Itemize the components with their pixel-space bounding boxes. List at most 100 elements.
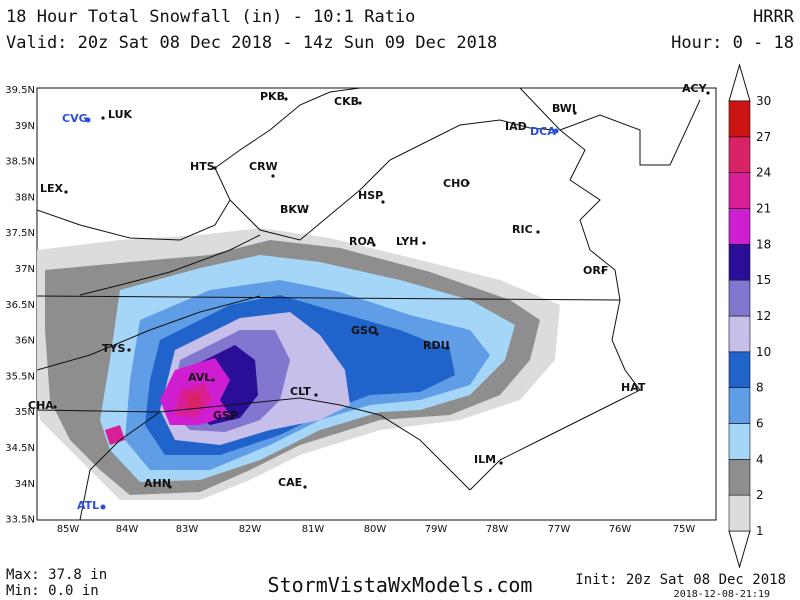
city-label: CKB [334,95,359,108]
forecast-hours: Hour: 0 - 18 [671,33,794,53]
lat-label: 36N [15,336,35,347]
cities: CVG LUK PKB CKB BWI ACY IAD DCA HTS CRW LEX CHO HSP B… [28,82,710,512]
city-marker [553,128,559,134]
colorbar-label: 15 [756,273,771,287]
colorbar-label: 8 [756,381,764,395]
city-marker [381,200,385,204]
city-marker [536,230,540,234]
lat-label: 34.5N [5,443,35,454]
city-marker [284,97,288,101]
city-label: GSO [351,324,377,337]
city-label: GSP [213,409,238,422]
colorbar-label: 24 [756,166,771,180]
city-label: AVL [188,371,211,384]
state-border [37,199,231,241]
colorbar-bin [728,315,751,353]
city-label: HSP [358,189,383,202]
city-marker [230,416,234,420]
lat-label: 39N [15,121,35,132]
colorbar-bin [728,387,751,424]
state-border [37,295,261,371]
city-marker [211,378,215,382]
city-marker [303,209,307,213]
city-marker [372,243,376,247]
city-label: HAT [621,381,646,394]
city-marker [601,269,605,273]
lon-label: 79W [425,524,448,535]
colorbar-arrow-top [728,63,751,102]
city-label: CAE [278,476,302,489]
city-marker [375,332,379,336]
city-label: AHN [144,477,171,490]
lat-label: 37N [15,264,35,275]
city-label: CVG [62,112,88,125]
city-marker [213,166,217,170]
city-marker [168,485,172,489]
site-name: StormVistaWxModels.com [268,573,533,597]
borders [37,88,701,520]
colorbar-label: 27 [756,130,771,144]
colorbar-label: 6 [756,417,764,431]
city-label: ORF [583,264,608,277]
city-label: CLT [290,385,311,398]
lon-label: 82W [239,524,262,535]
colorbar-label: 30 [756,94,771,108]
city-label: TYS [102,342,125,355]
colorbar-label: 21 [756,202,771,216]
city-label: RIC [512,223,533,236]
model: HRRR [753,7,795,27]
state-border [79,234,261,296]
city-label: ACY [682,82,708,95]
max-value: Max: 37.8 in [6,567,107,583]
city-marker [303,485,307,489]
city-label: ATL [77,499,99,512]
state-border [79,411,161,520]
lon-label: 84W [116,524,139,535]
map-area: CVG LUK PKB CKB BWI ACY IAD DCA HTS CRW LEX CHO HSP B… [5,82,717,535]
lat-label: 37.5N [5,228,35,239]
snow-24in [186,392,202,410]
city-marker [127,348,131,352]
lon-label: 83W [176,524,199,535]
colorbar-bin [728,459,751,496]
colorbar-label: 18 [756,237,771,251]
colorbar-label: 4 [756,452,764,466]
city-marker [271,174,275,178]
city-marker [466,181,470,185]
colorbar-bin [728,244,751,281]
colorbar-bin [728,136,751,173]
city-label: IAD [505,120,527,133]
snow-21in [105,383,212,445]
colorbar-bin [728,208,751,245]
title: 18 Hour Total Snowfall (in) - 10:1 Ratio [6,7,415,27]
city-label: CHO [443,177,470,190]
lat-label: 35.5N [5,371,35,382]
colorbar-bin [728,279,751,317]
city-label: CRW [249,160,278,173]
colorbar-bin [728,100,751,138]
colorbar-arrow-bottom [728,530,751,569]
city-marker [499,461,503,465]
lon-label: 85W [57,524,80,535]
city-label: ROA [349,235,376,248]
city-marker [100,504,106,510]
lat-label: 38.5N [5,157,35,168]
city-label: DCA [530,125,556,138]
city-label: PKB [260,90,285,103]
colorbar-label: 2 [756,488,764,502]
city-label: BWI [552,102,576,115]
city-marker [64,190,68,194]
valid-time: Valid: 20z Sat 08 Dec 2018 - 14z Sun 09 … [6,33,497,53]
city-label: BKW [280,203,309,216]
lat-label: 38N [15,192,35,203]
snow-fields [37,228,560,500]
city-label: LEX [40,182,64,195]
city-marker [53,405,57,409]
lat-label: 33.5N [5,515,35,526]
colorbar-bin [728,423,751,460]
city-marker [85,117,91,123]
city-label: CHA [28,399,54,412]
timestamp: 2018-12-08-21:19 [674,589,770,600]
